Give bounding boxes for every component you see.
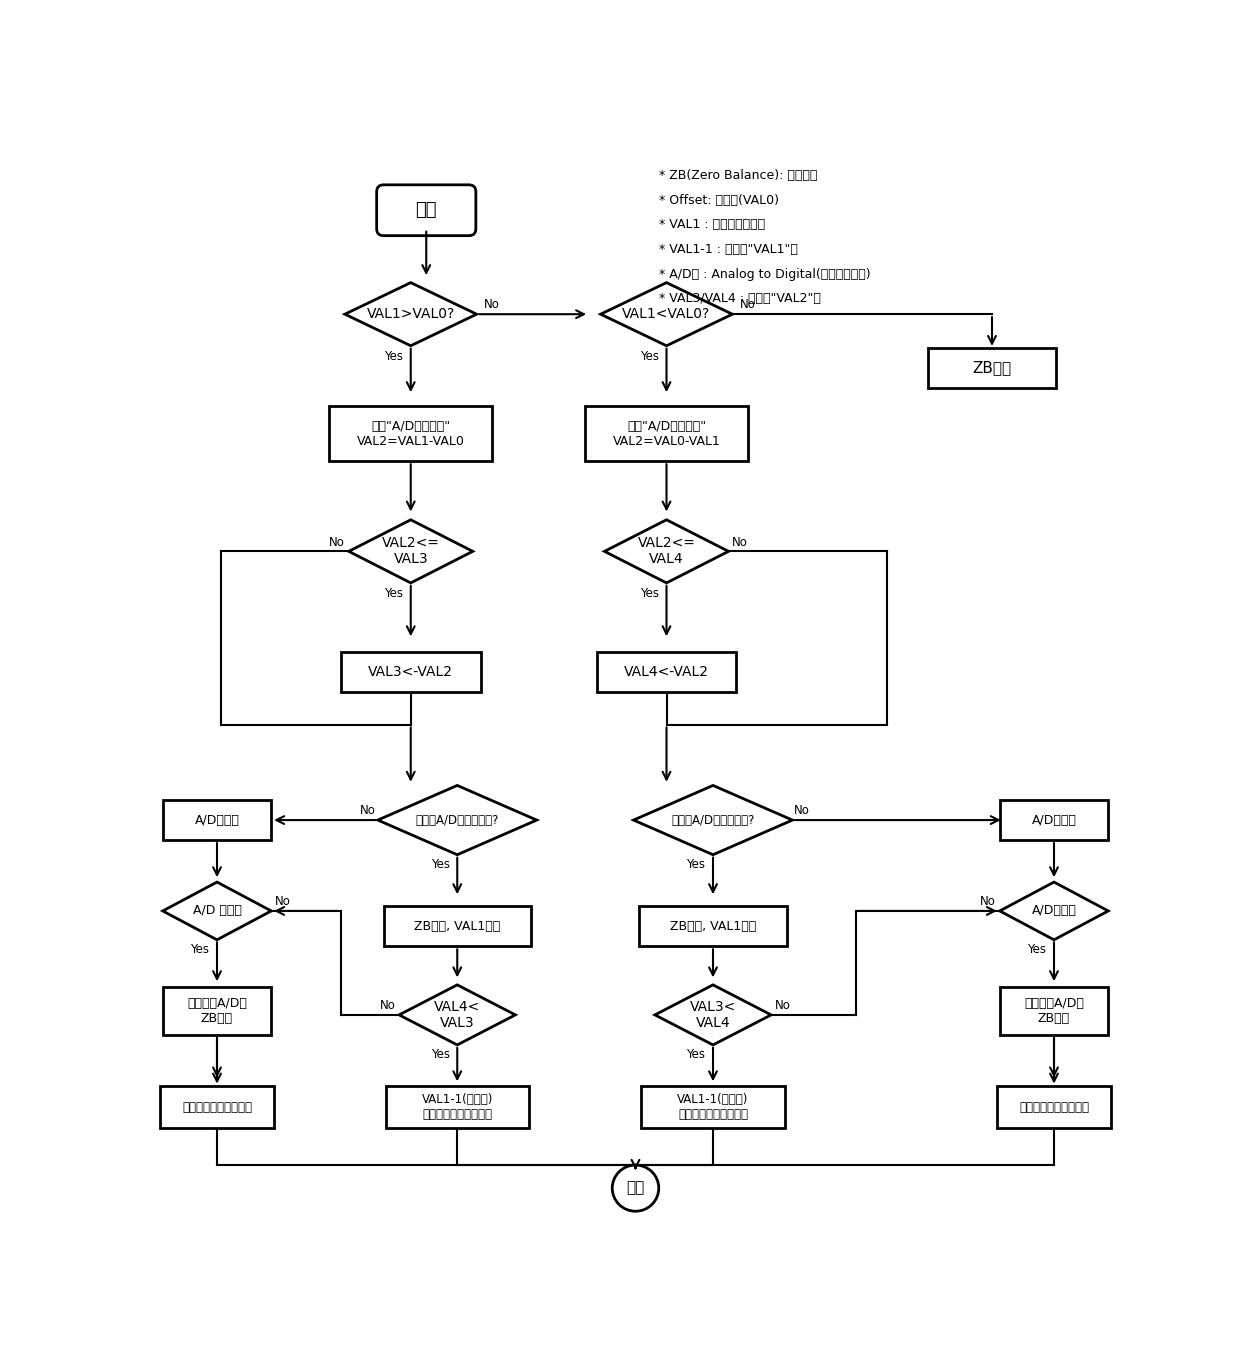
FancyBboxPatch shape xyxy=(162,987,272,1035)
Text: 返回: 返回 xyxy=(626,1181,645,1196)
Text: Yes: Yes xyxy=(191,943,210,956)
FancyBboxPatch shape xyxy=(596,652,737,692)
Text: 并联电阻器的选择确定: 并联电阻器的选择确定 xyxy=(1019,1100,1089,1114)
Polygon shape xyxy=(600,283,733,346)
FancyBboxPatch shape xyxy=(641,1087,785,1129)
Text: Yes: Yes xyxy=(430,858,450,871)
Text: 设置"A/D递减状态"
VAL2=VAL0-VAL1: 设置"A/D递减状态" VAL2=VAL0-VAL1 xyxy=(613,420,720,447)
Text: No: No xyxy=(775,999,791,1012)
Text: VAL3<
VAL4: VAL3< VAL4 xyxy=(689,999,737,1029)
Text: 强制设置A/D値
ZB完成: 强制设置A/D値 ZB完成 xyxy=(187,997,247,1025)
Text: Yes: Yes xyxy=(1028,943,1047,956)
Text: No: No xyxy=(379,999,396,1012)
Polygon shape xyxy=(999,882,1109,940)
Text: Yes: Yes xyxy=(640,588,658,600)
Text: VAL1-1(以前値)
并联电阻器的选择确定: VAL1-1(以前値) 并联电阻器的选择确定 xyxy=(422,1094,494,1121)
FancyBboxPatch shape xyxy=(377,185,476,235)
FancyBboxPatch shape xyxy=(640,906,786,946)
FancyBboxPatch shape xyxy=(386,1087,529,1129)
Text: Yes: Yes xyxy=(687,858,706,871)
Text: A/D 最低値: A/D 最低値 xyxy=(192,905,242,917)
Text: VAL4<
VAL3: VAL4< VAL3 xyxy=(434,999,480,1029)
Text: ZB完成, VAL1确定: ZB完成, VAL1确定 xyxy=(670,920,756,932)
Text: Yes: Yes xyxy=(640,350,658,364)
Text: 开始: 开始 xyxy=(415,201,436,219)
Text: 强制设置A/D値
ZB完成: 强制设置A/D値 ZB完成 xyxy=(1024,997,1084,1025)
FancyBboxPatch shape xyxy=(999,800,1109,841)
Polygon shape xyxy=(378,786,537,854)
Text: No: No xyxy=(794,804,810,817)
Text: * VAL1-1 : 以前的"VAL1"值: * VAL1-1 : 以前的"VAL1"值 xyxy=(658,243,797,256)
FancyBboxPatch shape xyxy=(999,987,1109,1035)
Text: * VAL3/VAL4 : 以前的"VAL2"值: * VAL3/VAL4 : 以前的"VAL2"值 xyxy=(658,293,821,305)
FancyBboxPatch shape xyxy=(160,1087,274,1129)
FancyBboxPatch shape xyxy=(383,906,531,946)
FancyBboxPatch shape xyxy=(585,406,748,461)
Text: 设置"A/D增长状态"
VAL2=VAL1-VAL0: 设置"A/D增长状态" VAL2=VAL1-VAL0 xyxy=(357,420,465,447)
Text: 以前的A/D为递减状态?: 以前的A/D为递减状态? xyxy=(415,813,498,827)
Text: * ZB(Zero Balance): 零点平衡: * ZB(Zero Balance): 零点平衡 xyxy=(658,170,817,182)
Text: * VAL1 : 当前湿度感应值: * VAL1 : 当前湿度感应值 xyxy=(658,219,765,231)
Polygon shape xyxy=(634,786,792,854)
Text: No: No xyxy=(484,298,500,312)
Text: A/D最大値: A/D最大値 xyxy=(1032,905,1076,917)
Text: 以前的A/D为增长状态?: 以前的A/D为增长状态? xyxy=(671,813,755,827)
Text: No: No xyxy=(980,895,996,908)
Polygon shape xyxy=(605,519,729,582)
Polygon shape xyxy=(399,984,516,1044)
Text: No: No xyxy=(329,536,345,548)
Text: Yes: Yes xyxy=(384,588,403,600)
Polygon shape xyxy=(655,984,771,1044)
Text: Yes: Yes xyxy=(430,1048,450,1061)
Text: VAL3<-VAL2: VAL3<-VAL2 xyxy=(368,666,454,679)
Text: ZB完成: ZB完成 xyxy=(972,361,1012,376)
Text: No: No xyxy=(275,895,291,908)
Polygon shape xyxy=(345,283,476,346)
Text: VAL1<VAL0?: VAL1<VAL0? xyxy=(622,308,711,321)
Text: VAL1-1(以前値)
并联电阻器的选择确定: VAL1-1(以前値) 并联电阻器的选择确定 xyxy=(677,1094,749,1121)
FancyBboxPatch shape xyxy=(330,406,492,461)
Circle shape xyxy=(613,1165,658,1211)
Text: VAL2<=
VAL4: VAL2<= VAL4 xyxy=(637,536,696,566)
Text: A/D值减少: A/D值减少 xyxy=(195,813,239,827)
Polygon shape xyxy=(162,882,272,940)
Text: No: No xyxy=(740,298,756,312)
Text: No: No xyxy=(360,804,376,817)
Text: A/D值增加: A/D值增加 xyxy=(1032,813,1076,827)
Polygon shape xyxy=(348,519,472,582)
FancyBboxPatch shape xyxy=(162,800,272,841)
Text: VAL4<-VAL2: VAL4<-VAL2 xyxy=(624,666,709,679)
Text: No: No xyxy=(732,536,748,548)
Text: VAL2<=
VAL3: VAL2<= VAL3 xyxy=(382,536,440,566)
FancyBboxPatch shape xyxy=(341,652,481,692)
Text: VAL1>VAL0?: VAL1>VAL0? xyxy=(367,308,455,321)
Text: * A/D值 : Analog to Digital(模拟数字转换): * A/D值 : Analog to Digital(模拟数字转换) xyxy=(658,268,870,280)
Text: ZB完成, VAL1确定: ZB完成, VAL1确定 xyxy=(414,920,501,932)
Text: Yes: Yes xyxy=(384,350,403,364)
Text: * Offset: 默认值(VAL0): * Offset: 默认值(VAL0) xyxy=(658,194,779,206)
Text: 并联电阻器的选择确定: 并联电阻器的选择确定 xyxy=(182,1100,252,1114)
Text: Yes: Yes xyxy=(687,1048,706,1061)
FancyBboxPatch shape xyxy=(928,349,1056,388)
FancyBboxPatch shape xyxy=(997,1087,1111,1129)
